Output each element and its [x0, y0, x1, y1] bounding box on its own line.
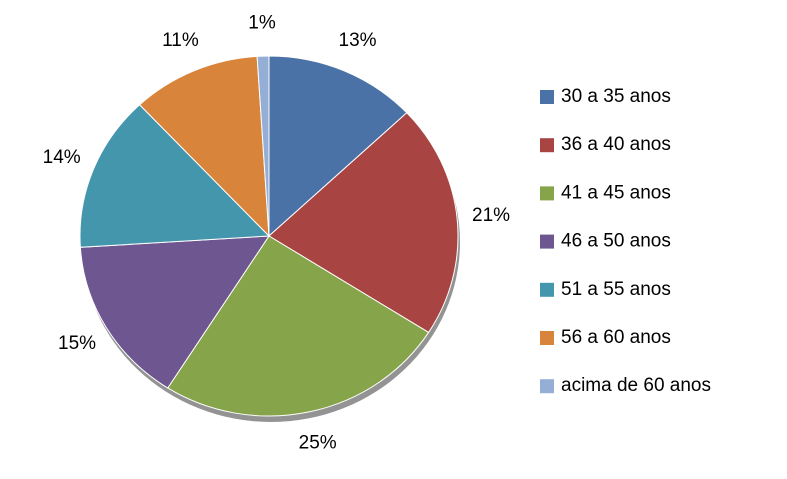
- legend-swatch: [540, 234, 554, 249]
- legend-label: 41 a 45 anos: [561, 182, 671, 203]
- legend-label: 56 a 60 anos: [561, 327, 671, 348]
- pie-slice: [79, 235, 270, 389]
- legend-swatch: [540, 138, 554, 153]
- legend-swatch: [540, 282, 554, 297]
- data-label: 14%: [43, 147, 81, 168]
- legend-label: 46 a 50 anos: [561, 231, 671, 252]
- legend-label: 30 a 35 anos: [561, 86, 671, 107]
- legend-label: 51 a 55 anos: [561, 279, 671, 300]
- data-label: 15%: [58, 333, 96, 354]
- pie-slice: [268, 112, 459, 334]
- legend-swatch: [540, 90, 554, 104]
- legend-swatch: [540, 379, 554, 394]
- data-label: 1%: [248, 13, 276, 34]
- legend-label: acima de 60 anos: [561, 375, 711, 396]
- data-label: 13%: [339, 30, 377, 51]
- legend-swatch: [540, 186, 554, 201]
- data-label: 21%: [472, 205, 510, 226]
- pie-slice: [256, 55, 270, 237]
- data-label: 11%: [162, 30, 199, 51]
- pie-slice: [268, 55, 408, 238]
- data-label: 25%: [299, 432, 337, 453]
- pie-slice: [138, 55, 270, 238]
- legend-swatch: [540, 331, 554, 345]
- pie-slice: [79, 104, 271, 248]
- legend-label: 36 a 40 anos: [561, 134, 671, 155]
- pie-slice: [167, 235, 430, 417]
